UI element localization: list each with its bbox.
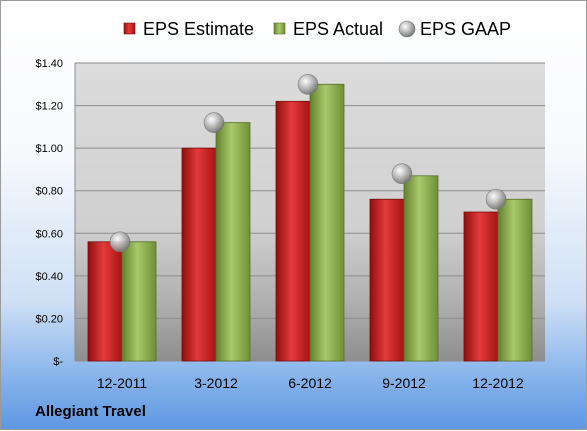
legend: EPS Estimate EPS Actual EPS GAAP xyxy=(123,19,511,39)
y-tick-label: $1.00 xyxy=(35,143,63,155)
y-tick-label: $0.60 xyxy=(35,228,63,240)
x-tick-label: 12-2012 xyxy=(472,375,524,391)
x-axis-labels: 12-2011 3-2012 6-2012 9-2012 12-2012 xyxy=(97,375,524,391)
y-tick-label: $- xyxy=(53,356,63,368)
legend-label: EPS Actual xyxy=(293,19,383,39)
estimate-bar xyxy=(275,100,311,362)
y-axis-labels: $- $0.20 $0.40 $0.60 $0.80 $1.00 $1.20 $1.40 xyxy=(35,58,63,368)
actual-bar xyxy=(215,122,251,362)
x-tick-label: 6-2012 xyxy=(288,375,332,391)
y-tick-label: $0.40 xyxy=(35,271,63,283)
actual-bar xyxy=(403,175,439,362)
legend-gaap-swatch xyxy=(398,20,416,38)
gaap-marker xyxy=(203,112,225,133)
x-tick-label: 3-2012 xyxy=(194,375,238,391)
gaap-marker xyxy=(391,163,413,184)
legend-actual-swatch xyxy=(273,22,286,35)
actual-bar xyxy=(497,198,533,362)
company-name: Allegiant Travel xyxy=(35,403,146,420)
bars xyxy=(87,83,533,362)
estimate-bar xyxy=(369,198,405,362)
y-tick-label: $0.80 xyxy=(35,186,63,198)
legend-label: EPS Estimate xyxy=(143,19,254,39)
y-tick-label: $0.20 xyxy=(35,313,63,325)
legend-estimate-swatch xyxy=(123,22,136,35)
gaap-marker xyxy=(485,188,507,210)
x-tick-label: 12-2011 xyxy=(97,375,148,391)
gaap-marker xyxy=(297,73,319,95)
x-tick-label: 9-2012 xyxy=(382,375,426,391)
actual-bar xyxy=(121,241,157,362)
y-tick-label: $1.40 xyxy=(35,58,63,70)
estimate-bar xyxy=(463,211,499,362)
gaap-markers xyxy=(109,73,507,253)
gaap-marker xyxy=(109,231,131,253)
y-tick-label: $1.20 xyxy=(35,101,63,113)
estimate-bar xyxy=(181,147,217,362)
actual-bar xyxy=(309,83,345,362)
estimate-bar xyxy=(87,241,123,362)
legend-label: EPS GAAP xyxy=(420,19,511,39)
